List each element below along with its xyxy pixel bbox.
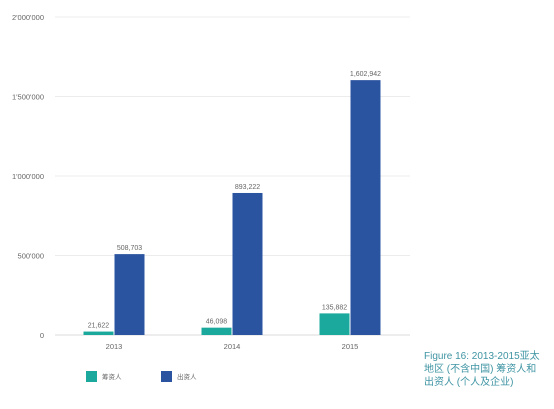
x-tick-label-2013: 2013 (106, 342, 123, 351)
legend-swatch-funder (161, 371, 172, 382)
data-label-funder-2014: 893,222 (235, 184, 260, 191)
legend-item-fundraiser: 筹资人 (86, 371, 122, 382)
data-label-fundraiser-2014: 46,098 (206, 319, 228, 326)
bars (83, 80, 381, 335)
y-tick-label-3: 1'500'000 (12, 93, 44, 102)
legend-item-funder: 出资人 (161, 371, 197, 382)
legend-label-fundraiser: 筹资人 (102, 372, 122, 381)
bar-fundraiser-2014 (201, 327, 232, 335)
data-label-funder-2013: 508,703 (117, 245, 142, 252)
x-tick-label-2014: 2014 (224, 342, 241, 351)
legend: 筹资人 出资人 (86, 371, 197, 382)
data-label-fundraiser-2013: 21,622 (88, 323, 110, 330)
y-tick-label-4: 2'000'000 (12, 13, 44, 22)
y-tick-label-2: 1'000'000 (12, 172, 44, 181)
x-axis-category-labels: 2013 2014 2015 (106, 342, 359, 351)
caption-line-3: 出资人 (个人及企业) (424, 377, 514, 388)
y-axis-tick-labels: 0 500'000 1'000'000 1'500'000 2'000'000 (12, 13, 44, 340)
legend-label-funder: 出资人 (177, 372, 197, 381)
bar-funder-2015 (350, 80, 381, 335)
legend-swatch-fundraiser (86, 371, 97, 382)
bar-funder-2013 (114, 254, 145, 335)
bar-fundraiser-2015 (319, 313, 350, 335)
caption-line-1: Figure 16: 2013-2015亚太 (424, 351, 540, 362)
bar-fundraiser-2013 (83, 331, 114, 335)
data-label-funder-2015: 1,602,942 (350, 71, 381, 78)
y-tick-label-1: 500'000 (18, 252, 44, 261)
x-tick-label-2015: 2015 (342, 342, 359, 351)
figure-caption: Figure 16: 2013-2015亚太 地区 (不含中国) 筹资人和 出资… (424, 350, 552, 389)
y-tick-label-0: 0 (40, 331, 44, 340)
data-label-fundraiser-2015: 135,882 (322, 304, 347, 311)
data-labels: 21,622 508,703 46,098 893,222 135,882 1,602,9… (88, 71, 381, 329)
bar-funder-2014 (232, 192, 263, 335)
caption-line-2: 地区 (不含中国) 筹资人和 (424, 364, 537, 375)
